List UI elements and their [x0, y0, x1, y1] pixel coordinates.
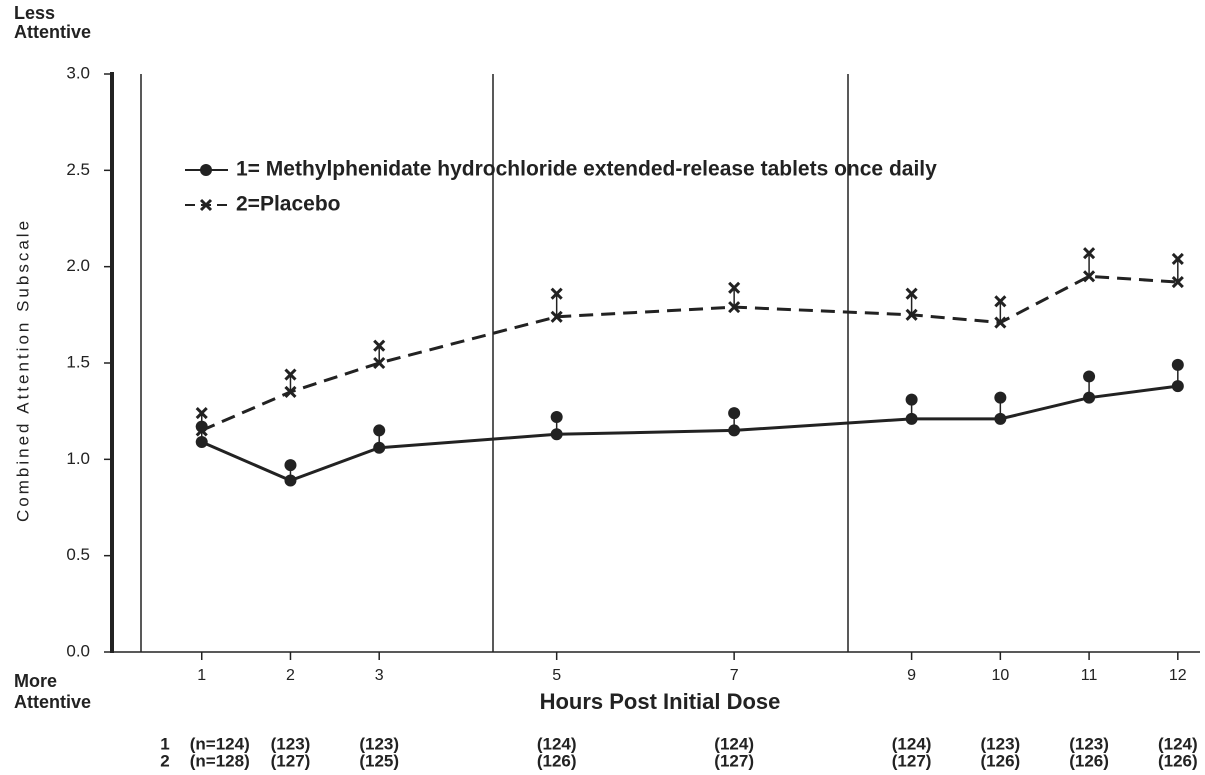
x-tick-label: 10 [991, 667, 1009, 684]
marker [373, 424, 386, 437]
marker [994, 295, 1007, 308]
sample-size: (126) [1069, 751, 1109, 770]
x-tick-label: 12 [1169, 667, 1187, 684]
marker [195, 424, 208, 437]
marker [1083, 247, 1096, 260]
sample-size: (123) [1069, 734, 1109, 753]
marker [1171, 380, 1184, 393]
sample-size: (127) [892, 751, 932, 770]
marker [1083, 270, 1096, 283]
marker [373, 441, 386, 454]
marker [905, 412, 918, 425]
sample-size: (124) [537, 734, 577, 753]
x-tick-label: 11 [1081, 667, 1098, 684]
marker [200, 164, 212, 176]
sample-size: (126) [1158, 751, 1198, 770]
x-tick-label: 2 [286, 667, 295, 684]
marker [199, 198, 213, 212]
marker [905, 308, 918, 321]
marker [284, 368, 297, 381]
x-axis-label: Hours Post Initial Dose [540, 689, 781, 714]
marker [1171, 358, 1184, 371]
marker [1083, 370, 1096, 383]
y-tick-label: 0.0 [66, 641, 90, 660]
marker [1171, 252, 1184, 266]
legend-label: 2=Placebo [236, 193, 340, 216]
sample-size: (127) [714, 751, 754, 770]
marker [905, 287, 918, 300]
top-label: Less [14, 3, 55, 23]
marker [728, 301, 741, 314]
top-label: Attentive [14, 22, 91, 42]
marker [905, 393, 918, 406]
sample-size: (123) [981, 734, 1021, 753]
sample-size: (n=124) [190, 734, 250, 753]
marker [550, 310, 563, 323]
sample-size: (126) [537, 751, 577, 770]
sample-size: (124) [892, 734, 932, 753]
sample-row-label: 1 [160, 734, 169, 753]
sample-size: (125) [359, 751, 399, 770]
marker [550, 410, 563, 423]
marker [994, 316, 1007, 329]
sample-size: (124) [714, 734, 754, 753]
x-tick-label: 1 [197, 667, 206, 684]
marker [373, 356, 386, 370]
marker [994, 391, 1007, 404]
y-tick-label: 0.5 [66, 545, 90, 564]
sample-size: (123) [359, 734, 399, 753]
x-tick-label: 7 [730, 667, 739, 684]
x-tick-label: 3 [375, 667, 384, 684]
sample-size: (127) [271, 751, 311, 770]
y-tick-label: 1.5 [66, 352, 90, 371]
y-tick-label: 1.0 [66, 449, 90, 468]
y-axis-label: Combined Attention Subscale [13, 218, 32, 522]
legend-label: 1= Methylphenidate hydrochloride extende… [236, 158, 937, 181]
marker [373, 339, 386, 352]
marker [728, 407, 741, 420]
marker [195, 435, 208, 448]
sample-row-label: 2 [160, 751, 169, 770]
sample-size: (n=128) [190, 751, 250, 770]
bottom-label: Attentive [14, 692, 91, 712]
x-tick-label: 9 [907, 667, 916, 684]
marker [994, 412, 1007, 425]
marker [1083, 391, 1096, 404]
y-tick-label: 3.0 [66, 63, 90, 82]
sample-size: (126) [981, 751, 1021, 770]
y-tick-label: 2.0 [66, 256, 90, 275]
marker [550, 428, 563, 441]
marker [550, 287, 563, 300]
marker [728, 424, 741, 437]
marker [284, 459, 297, 472]
marker [728, 281, 741, 294]
marker [284, 474, 297, 487]
marker [195, 407, 208, 420]
sample-size: (124) [1158, 734, 1198, 753]
sample-size: (123) [271, 734, 311, 753]
marker [284, 385, 297, 398]
marker [1171, 276, 1184, 289]
x-tick-label: 5 [552, 667, 561, 684]
bottom-label: More [14, 671, 57, 691]
y-tick-label: 2.5 [66, 160, 90, 179]
